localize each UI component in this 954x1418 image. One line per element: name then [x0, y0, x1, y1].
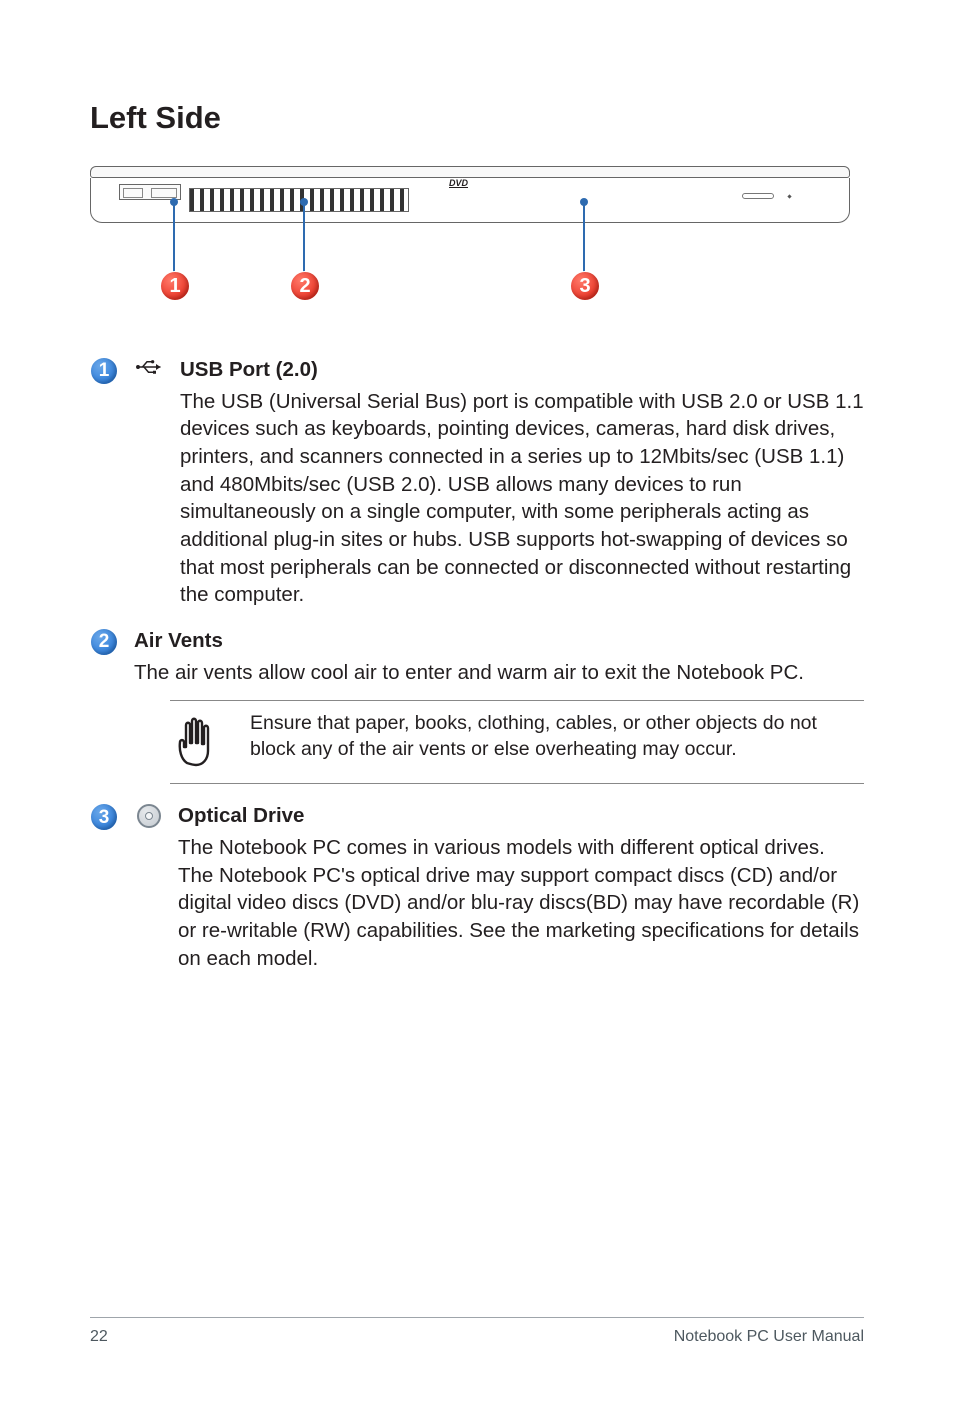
- item-row-airvents: 2 Air Vents The air vents allow cool air…: [90, 627, 864, 686]
- callout-line-1: [173, 202, 175, 275]
- publication-title: Notebook PC User Manual: [674, 1328, 864, 1346]
- item-number-badge: 2: [90, 628, 118, 656]
- laptop-outline: DVD 1 2 3: [90, 166, 850, 236]
- item-number-badge: 3: [90, 803, 118, 831]
- important-note: Ensure that paper, books, clothing, cabl…: [170, 700, 864, 784]
- eject-button-graphic: [742, 193, 774, 199]
- item-title-usb: USB Port (2.0): [180, 356, 864, 384]
- callout-line-3: [583, 202, 585, 275]
- item-row-optical: 3 Optical Drive The Notebook PC comes in…: [90, 802, 864, 972]
- laptop-lid: [90, 166, 850, 178]
- section-heading: Left Side: [90, 100, 864, 136]
- item-row-usb: 1 USB Port (2.0) The USB (Universal Seri…: [90, 356, 864, 609]
- dvd-badge: DVD: [449, 178, 468, 188]
- laptop-base: DVD: [90, 178, 850, 223]
- page-footer: 22 Notebook PC User Manual: [90, 1317, 864, 1346]
- left-side-diagram: DVD 1 2 3: [90, 166, 864, 321]
- item-body-airvents: The air vents allow cool air to enter an…: [134, 659, 864, 687]
- hand-stop-icon: [170, 711, 222, 769]
- item-title-optical: Optical Drive: [178, 802, 864, 830]
- page-number: 22: [90, 1328, 108, 1346]
- air-vent-graphic: [189, 188, 409, 212]
- callout-line-2: [303, 202, 305, 275]
- diagram-number-3: 3: [570, 271, 600, 301]
- item-title-airvents: Air Vents: [134, 627, 864, 655]
- pinhole-graphic: [787, 194, 791, 198]
- optical-disc-icon: [134, 802, 164, 972]
- diagram-number-1: 1: [160, 271, 190, 301]
- item-body-usb: The USB (Universal Serial Bus) port is c…: [180, 388, 864, 609]
- item-number-badge: 1: [90, 357, 118, 385]
- note-text: Ensure that paper, books, clothing, cabl…: [250, 711, 858, 769]
- diagram-number-2: 2: [290, 271, 320, 301]
- usb-icon: [134, 356, 166, 609]
- item-body-optical: The Notebook PC comes in various models …: [178, 834, 864, 972]
